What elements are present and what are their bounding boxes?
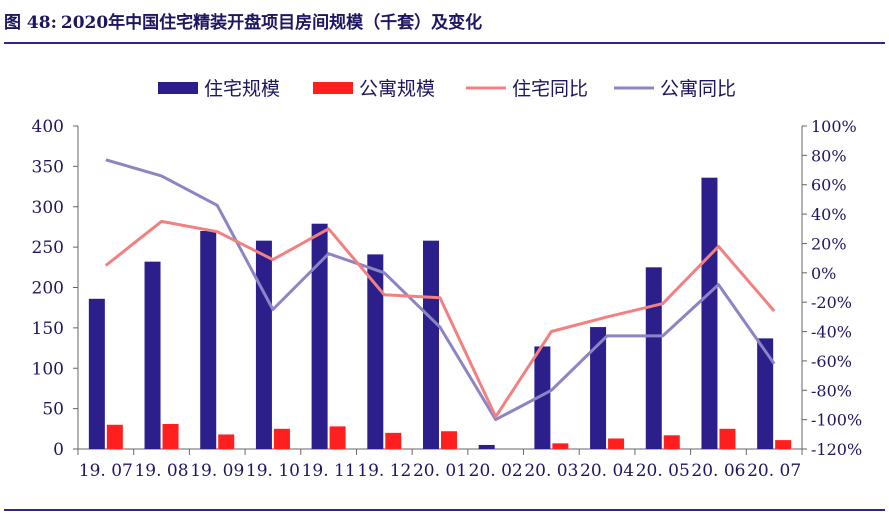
right-axis-tick-label: 20% xyxy=(811,234,847,253)
x-axis-tick-label: 19. 11 xyxy=(302,461,356,481)
left-axis-tick-label: 50 xyxy=(42,400,64,420)
right-axis-tick-label: -40% xyxy=(811,323,852,342)
x-axis-tick-label: 20. 02 xyxy=(469,461,523,481)
figure-title: 图 48: 2020年中国住宅精装开盘项目房间规模（千套）及变化 xyxy=(4,0,885,40)
legend-label-2: 公寓规模 xyxy=(359,78,435,100)
line-zhuzhai-yoy xyxy=(104,219,776,419)
left-axis-tick-label: 250 xyxy=(32,238,64,258)
bar-gongyu xyxy=(329,426,346,449)
right-axis-tick-label: 60% xyxy=(811,176,847,195)
right-axis-tick-label: -100% xyxy=(811,411,862,430)
bar-zhuzhai xyxy=(645,267,662,449)
bar-zhuzhai xyxy=(590,327,607,449)
x-axis-tick-label: 19. 08 xyxy=(134,461,188,481)
x-axis-tick-label: 20. 04 xyxy=(580,461,634,481)
left-axis-tick-label: 300 xyxy=(32,198,64,218)
bar-zhuzhai xyxy=(367,254,384,449)
figure-label: 图 48: xyxy=(4,12,57,33)
bottom-rule xyxy=(4,509,885,511)
bar-zhuzhai xyxy=(701,177,718,449)
bar-gongyu xyxy=(719,428,736,449)
x-axis-tick-label: 20. 07 xyxy=(747,461,801,481)
right-axis-tick-label: -80% xyxy=(811,381,852,400)
bar-gongyu xyxy=(441,431,457,449)
left-axis-tick-label: 200 xyxy=(32,279,64,299)
x-axis-tick-label: 19. 07 xyxy=(79,461,133,481)
bar-zhuzhai xyxy=(478,444,495,449)
bar-gongyu xyxy=(552,443,569,449)
x-axis-tick-label: 19. 09 xyxy=(190,461,244,481)
figure-title-text: 2020年中国住宅精装开盘项目房间规模（千套）及变化 xyxy=(60,12,483,33)
bar-zhuzhai xyxy=(423,240,439,449)
bar-gongyu xyxy=(385,432,402,449)
bar-zhuzhai xyxy=(311,223,328,449)
legend-label-4: 公寓同比 xyxy=(660,78,736,100)
right-axis-tick-label: 40% xyxy=(811,205,847,224)
bar-gongyu xyxy=(218,434,235,449)
x-axis-tick-label: 20. 05 xyxy=(636,461,690,481)
left-axis-tick-label: 150 xyxy=(32,319,64,339)
bar-zhuzhai xyxy=(88,298,105,449)
top-rule xyxy=(4,42,885,44)
line-gongyu-yoy xyxy=(105,158,776,422)
left-axis-tick-label: 0 xyxy=(53,440,64,460)
right-axis-tick-label: 80% xyxy=(811,146,847,165)
right-axis-tick-label: 0% xyxy=(811,264,836,283)
left-axis-tick-label: 100 xyxy=(32,359,64,379)
legend-label-3: 住宅同比 xyxy=(512,78,588,100)
right-axis-tick-label: -120% xyxy=(811,440,862,459)
x-axis-tick-label: 19. 10 xyxy=(246,461,300,481)
x-axis-tick-label: 19. 12 xyxy=(357,461,411,481)
bar-gongyu xyxy=(775,440,792,449)
legend-swatch-2 xyxy=(313,82,353,94)
bar-gongyu xyxy=(608,438,625,449)
x-axis-tick-label: 20. 03 xyxy=(524,461,578,481)
bar-gongyu xyxy=(663,435,680,449)
right-axis-tick-label: -20% xyxy=(811,293,852,312)
bar-gongyu xyxy=(162,423,179,449)
legend-swatch-1 xyxy=(158,82,198,94)
bar-gongyu xyxy=(273,428,290,449)
bar-zhuzhai xyxy=(757,338,774,449)
bar-zhuzhai xyxy=(144,261,161,449)
bar-gongyu xyxy=(106,424,123,449)
bar-zhuzhai xyxy=(200,230,217,449)
left-axis-tick-label: 350 xyxy=(32,157,64,177)
x-axis-tick-label: 20. 01 xyxy=(413,461,467,481)
right-axis-tick-label: 100% xyxy=(811,117,857,136)
left-axis-tick-label: 400 xyxy=(32,117,64,137)
right-axis-tick-label: -60% xyxy=(811,352,852,371)
x-axis-tick-label: 20. 06 xyxy=(691,461,745,481)
bar-zhuzhai xyxy=(255,240,272,449)
bar-zhuzhai xyxy=(534,346,551,449)
legend-label-1: 住宅规模 xyxy=(204,78,280,100)
